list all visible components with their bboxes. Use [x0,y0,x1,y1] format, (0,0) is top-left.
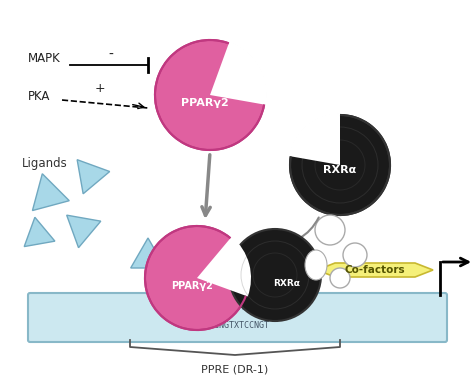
Text: +: + [95,82,106,94]
Text: PPARγ2: PPARγ2 [171,281,213,291]
FancyBboxPatch shape [28,293,447,342]
Text: PPARγ2: PPARγ2 [181,98,229,108]
Circle shape [343,243,367,267]
Polygon shape [24,217,55,246]
Text: AGGNCAXAGGNCA: AGGNCAXAGGNCA [204,302,270,311]
Text: RXRα: RXRα [273,279,301,288]
Circle shape [315,215,345,245]
Text: Co-factors: Co-factors [345,265,405,275]
Polygon shape [131,238,165,268]
Text: MAPK: MAPK [28,52,61,65]
Text: TCCNGTXTCCNGT: TCCNGTXTCCNGT [204,321,270,330]
Text: -: - [108,48,113,62]
Polygon shape [67,215,101,248]
Polygon shape [317,263,433,277]
Text: Ligands: Ligands [22,156,68,169]
Text: PPRE (DR-1): PPRE (DR-1) [201,365,269,375]
Polygon shape [77,160,109,194]
Text: PKA: PKA [28,90,50,103]
Circle shape [290,115,390,215]
Text: RXRα: RXRα [323,165,356,175]
Wedge shape [210,42,267,105]
Ellipse shape [305,250,327,280]
Circle shape [145,226,249,330]
Circle shape [229,229,321,321]
Wedge shape [289,113,340,165]
Polygon shape [32,174,69,211]
Circle shape [155,40,265,150]
Circle shape [330,268,350,288]
Wedge shape [197,237,251,296]
